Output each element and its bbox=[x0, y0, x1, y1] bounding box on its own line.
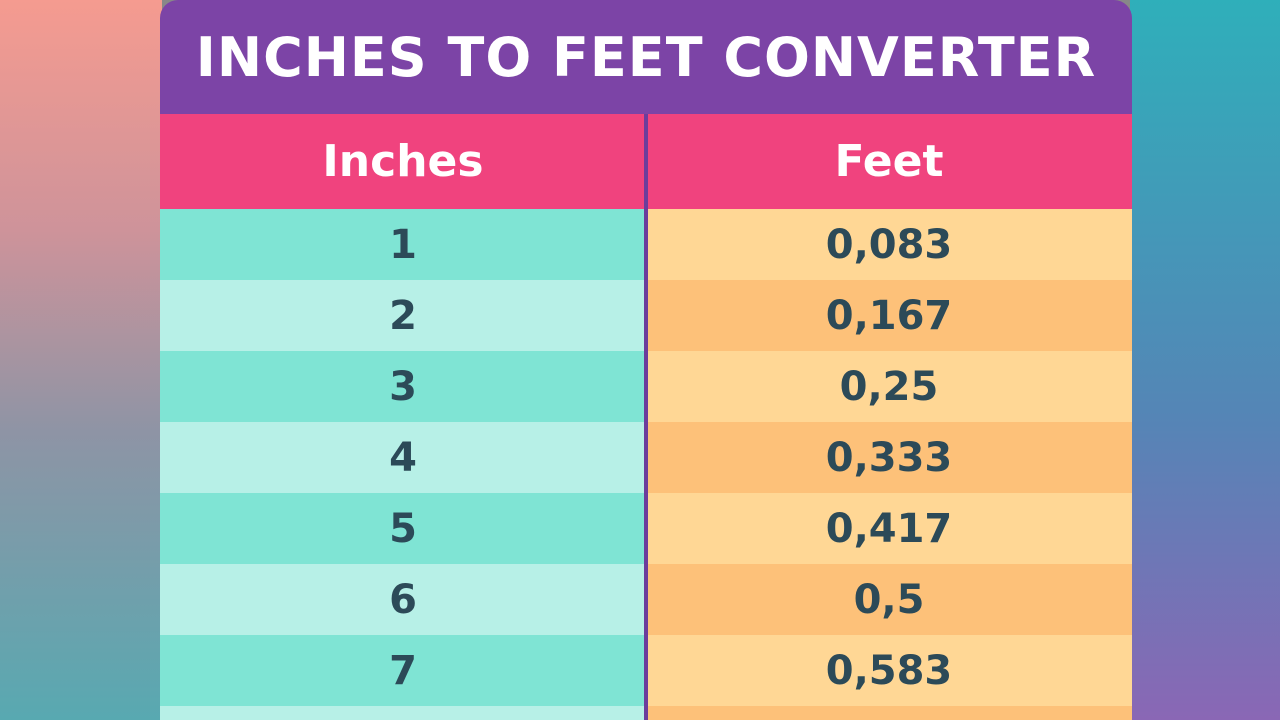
inches-cell bbox=[160, 706, 646, 720]
table-row: 1 0,083 bbox=[160, 209, 1132, 280]
table-row: 7 0,583 bbox=[160, 635, 1132, 706]
table-row: 3 0,25 bbox=[160, 351, 1132, 422]
feet-cell bbox=[646, 706, 1132, 720]
feet-cell: 0,417 bbox=[646, 493, 1132, 564]
background-gradient-left bbox=[0, 0, 162, 720]
feet-cell: 0,333 bbox=[646, 422, 1132, 493]
inches-cell: 3 bbox=[160, 351, 646, 422]
table-row-partial bbox=[160, 706, 1132, 720]
table-row: 2 0,167 bbox=[160, 280, 1132, 351]
inches-cell: 1 bbox=[160, 209, 646, 280]
inches-cell: 2 bbox=[160, 280, 646, 351]
feet-cell: 0,5 bbox=[646, 564, 1132, 635]
table-body: 1 0,083 2 0,167 3 0,25 4 0,333 5 0,417 6… bbox=[160, 209, 1132, 720]
table-row: 6 0,5 bbox=[160, 564, 1132, 635]
feet-cell: 0,25 bbox=[646, 351, 1132, 422]
inches-cell: 4 bbox=[160, 422, 646, 493]
inches-cell: 6 bbox=[160, 564, 646, 635]
title-bar: INCHES TO FEET CONVERTER bbox=[160, 0, 1132, 114]
background-gradient-right bbox=[1130, 0, 1280, 720]
table-row: 4 0,333 bbox=[160, 422, 1132, 493]
column-header-inches: Inches bbox=[322, 136, 484, 187]
column-header-feet: Feet bbox=[834, 136, 944, 187]
feet-cell: 0,167 bbox=[646, 280, 1132, 351]
feet-cell: 0,083 bbox=[646, 209, 1132, 280]
converter-card: INCHES TO FEET CONVERTER Inches Feet 1 0… bbox=[160, 0, 1132, 720]
page-title: INCHES TO FEET CONVERTER bbox=[195, 25, 1097, 89]
inches-cell: 7 bbox=[160, 635, 646, 706]
table-row: 5 0,417 bbox=[160, 493, 1132, 564]
column-divider bbox=[644, 114, 648, 720]
inches-cell: 5 bbox=[160, 493, 646, 564]
feet-cell: 0,583 bbox=[646, 635, 1132, 706]
